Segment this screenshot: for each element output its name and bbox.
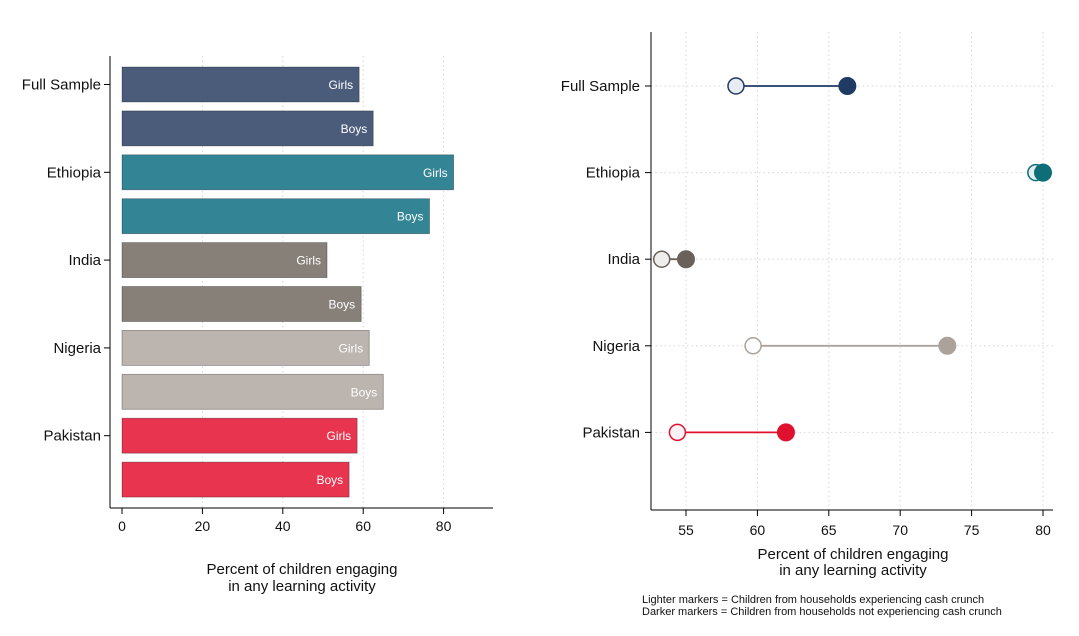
right-x-axis-title-line: in any learning activity (779, 562, 927, 579)
left-x-tick-label: 80 (436, 518, 452, 534)
left-x-tick-label: 60 (355, 518, 371, 534)
marker-darker-india (677, 250, 695, 269)
bar-india-girls (121, 242, 328, 279)
right-category-label-india: India (607, 251, 640, 268)
bar-label-india-boys: Boys (329, 298, 356, 312)
right-x-tick-label: 65 (821, 522, 837, 538)
bar-full-sample-boys (121, 110, 374, 147)
right-category-label-ethiopia: Ethiopia (586, 165, 641, 182)
marker-darker-full-sample (838, 77, 857, 95)
left-category-label-nigeria: Nigeria (53, 340, 101, 357)
bar-ethiopia-boys (121, 198, 430, 235)
right-category-label-full-sample: Full Sample (561, 78, 640, 95)
marker-darker-ethiopia (1034, 163, 1052, 182)
bar-label-full-sample-boys: Boys (341, 122, 368, 136)
bar-label-nigeria-boys: Boys (351, 385, 378, 399)
marker-lighter-india (652, 250, 671, 268)
bar-nigeria-girls (121, 329, 370, 366)
bar-label-pakistan-girls: Girls (326, 429, 351, 443)
right-x-axis-title-line: Percent of children engaging (758, 546, 949, 563)
right-x-tick-label: 55 (678, 522, 694, 538)
bar-label-ethiopia-boys: Boys (397, 210, 424, 224)
right-x-tick-label: 70 (892, 522, 908, 538)
bar-india-boys (121, 286, 362, 322)
bar-label-india-girls: Girls (296, 254, 321, 268)
legend-note-darker: Darker markers = Children from household… (642, 606, 1002, 618)
left-category-label-ethiopia: Ethiopia (47, 164, 102, 181)
left-x-tick-label: 20 (195, 518, 211, 534)
bar-nigeria-boys (121, 373, 384, 410)
right-x-tick-label: 60 (750, 522, 766, 538)
bar-label-ethiopia-girls: Girls (423, 166, 448, 180)
bar-label-pakistan-boys: Boys (316, 473, 343, 487)
right-x-tick-label: 80 (1035, 522, 1051, 538)
left-x-axis-title-line: in any learning activity (228, 578, 376, 595)
marker-lighter-pakistan (668, 423, 687, 442)
marker-lighter-nigeria (744, 337, 762, 355)
bar-pakistan-boys (121, 461, 350, 498)
marker-lighter-full-sample (727, 77, 745, 95)
bar-pakistan-girls (121, 417, 358, 454)
marker-darker-nigeria (938, 336, 957, 355)
right-category-label-pakistan: Pakistan (582, 424, 640, 441)
bar-label-full-sample-girls: Girls (329, 78, 354, 92)
left-category-label-full-sample: Full Sample (22, 77, 101, 94)
left-x-axis-title-line: Percent of children engaging (207, 561, 398, 578)
left-category-label-pakistan: Pakistan (43, 428, 101, 445)
right-category-label-nigeria: Nigeria (592, 338, 640, 355)
left-x-tick-label: 0 (118, 518, 126, 534)
bar-label-nigeria-girls: Girls (339, 341, 364, 355)
bar-ethiopia-girls (121, 154, 455, 191)
left-x-tick-label: 40 (275, 518, 291, 534)
bar-full-sample-girls (121, 66, 360, 103)
left-category-label-india: India (68, 252, 101, 269)
legend-note-lighter: Lighter markers = Children from househol… (642, 594, 985, 606)
right-x-tick-label: 75 (964, 522, 980, 538)
marker-darker-pakistan (776, 423, 795, 442)
